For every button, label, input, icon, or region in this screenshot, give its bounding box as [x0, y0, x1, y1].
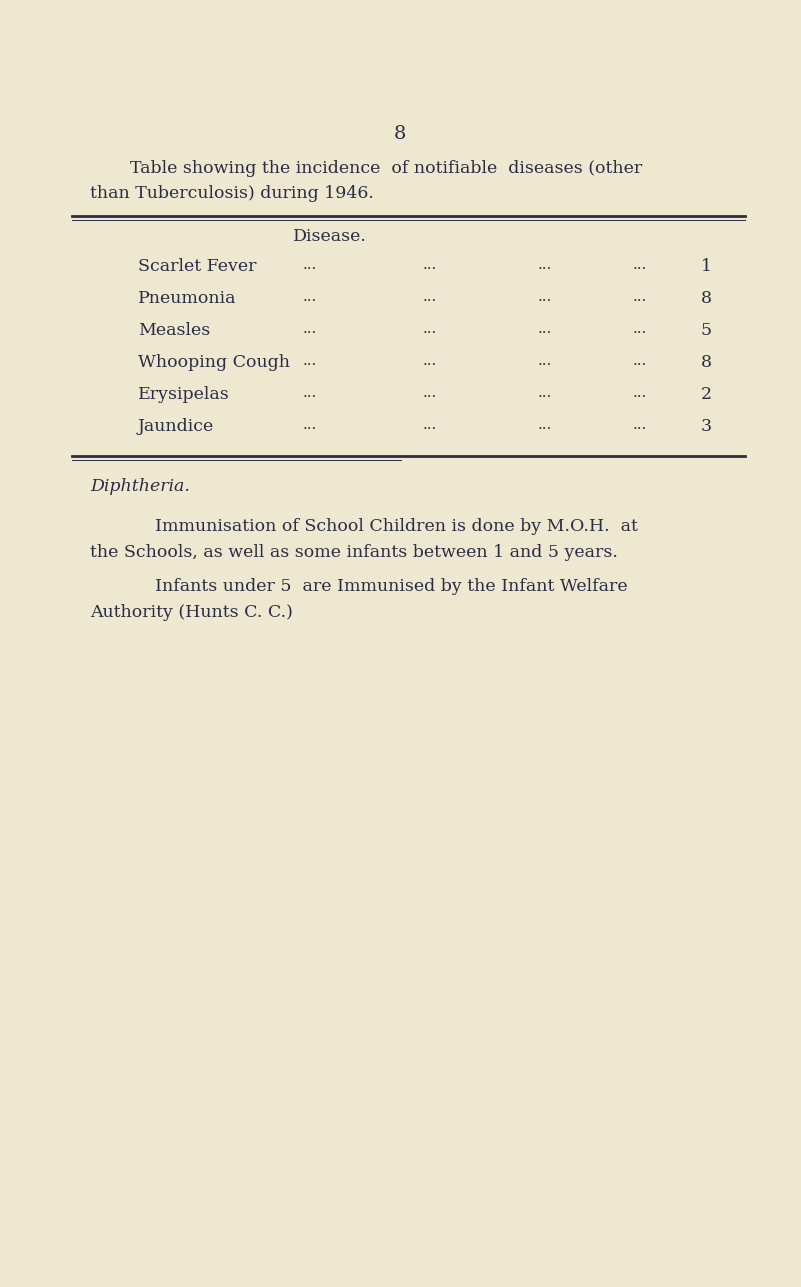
Text: 8: 8	[701, 290, 712, 308]
Text: 2: 2	[701, 386, 712, 403]
Text: ...: ...	[303, 290, 317, 304]
Text: the Schools, as well as some infants between 1 and 5 years.: the Schools, as well as some infants bet…	[90, 544, 618, 561]
Text: Table showing the incidence  of notifiable  diseases (other: Table showing the incidence of notifiabl…	[130, 160, 642, 178]
Text: ...: ...	[633, 354, 647, 368]
Text: than Tuberculosis) during 1946.: than Tuberculosis) during 1946.	[90, 185, 374, 202]
Text: ...: ...	[423, 257, 437, 272]
Text: ...: ...	[538, 418, 552, 432]
Text: ...: ...	[423, 354, 437, 368]
Text: ...: ...	[423, 322, 437, 336]
Text: ...: ...	[303, 418, 317, 432]
Text: ...: ...	[303, 354, 317, 368]
Text: 3: 3	[701, 418, 712, 435]
Text: ...: ...	[538, 290, 552, 304]
Text: ...: ...	[423, 418, 437, 432]
Text: ...: ...	[538, 257, 552, 272]
Text: Measles: Measles	[138, 322, 210, 338]
Text: ...: ...	[538, 322, 552, 336]
Text: Infants under 5  are Immunised by the Infant Welfare: Infants under 5 are Immunised by the Inf…	[155, 578, 628, 595]
Text: ...: ...	[423, 290, 437, 304]
Text: ...: ...	[303, 257, 317, 272]
Text: ...: ...	[633, 418, 647, 432]
Text: 8: 8	[394, 125, 406, 143]
Text: ...: ...	[633, 290, 647, 304]
Text: Disease.: Disease.	[293, 228, 367, 245]
Text: Diphtheria.: Diphtheria.	[90, 477, 190, 495]
Text: 8: 8	[701, 354, 712, 371]
Text: Pneumonia: Pneumonia	[138, 290, 236, 308]
Text: 5: 5	[701, 322, 712, 338]
Text: Erysipelas: Erysipelas	[138, 386, 230, 403]
Text: ...: ...	[633, 322, 647, 336]
Text: Scarlet Fever: Scarlet Fever	[138, 257, 256, 275]
Text: Whooping Cough: Whooping Cough	[138, 354, 290, 371]
Text: ...: ...	[303, 386, 317, 400]
Text: Immunisation of School Children is done by M.O.H.  at: Immunisation of School Children is done …	[155, 517, 638, 535]
Text: 1: 1	[701, 257, 712, 275]
Text: Jaundice: Jaundice	[138, 418, 214, 435]
Text: ...: ...	[538, 354, 552, 368]
Text: ...: ...	[303, 322, 317, 336]
Text: ...: ...	[633, 386, 647, 400]
Text: ...: ...	[423, 386, 437, 400]
Text: ...: ...	[538, 386, 552, 400]
Text: ...: ...	[633, 257, 647, 272]
Text: Authority (Hunts C. C.): Authority (Hunts C. C.)	[90, 604, 293, 622]
